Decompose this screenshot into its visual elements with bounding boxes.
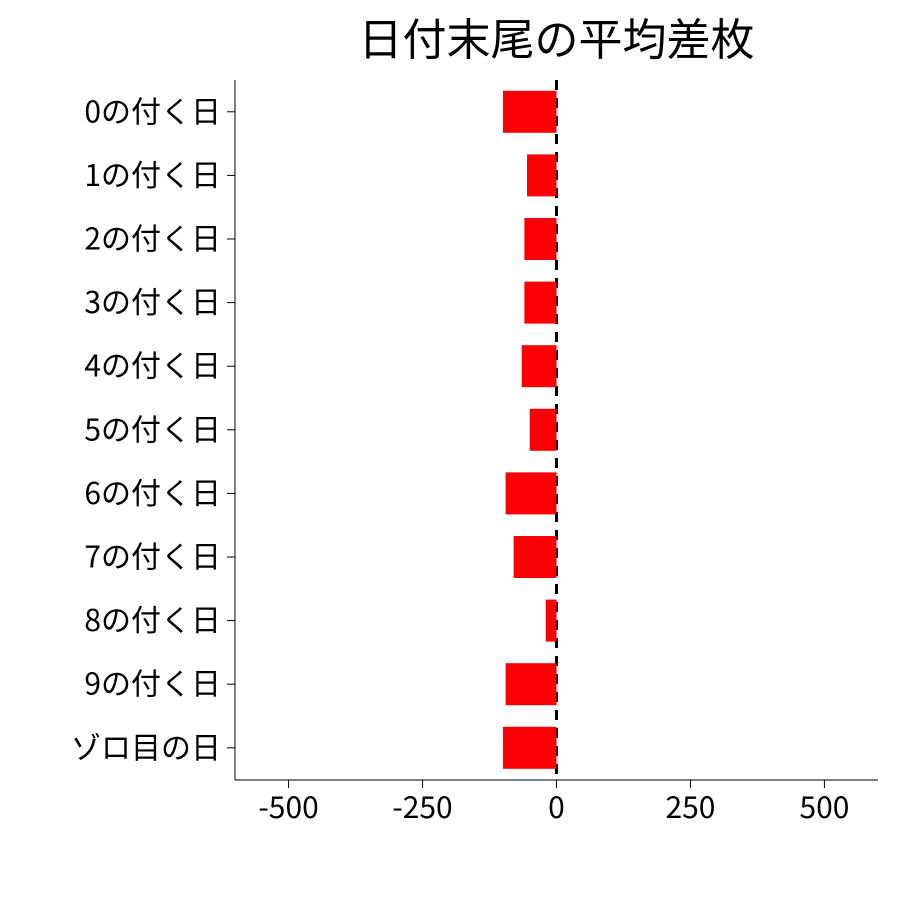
y-category-label: 9の付く日 [84, 660, 221, 704]
y-category-label: 7の付く日 [84, 533, 221, 577]
bar [506, 472, 557, 514]
bar [527, 154, 556, 196]
bar [524, 218, 556, 260]
y-category-label: 4の付く日 [84, 342, 221, 386]
x-tick-label: -250 [392, 783, 452, 827]
x-tick-label: -500 [258, 783, 318, 827]
chart-title: 日付末尾の平均差枚 [359, 4, 755, 68]
bar [503, 91, 557, 133]
bar [503, 727, 557, 769]
y-category-label: 1の付く日 [84, 151, 221, 195]
bar [522, 345, 557, 387]
y-category-label: 5の付く日 [84, 405, 221, 449]
x-tick-label: 0 [548, 783, 565, 827]
bar [514, 536, 557, 578]
x-tick-label: 500 [799, 783, 849, 827]
y-category-label: 0の付く日 [84, 87, 221, 131]
y-category-label: 3の付く日 [84, 278, 221, 322]
avg-diff-by-date-suffix-chart: 日付末尾の平均差枚 -500 -250 0 250 500 0の付く日 1の付く日 2の付く… [0, 0, 900, 900]
y-categories-group: 0の付く日 1の付く日 2の付く日 3の付く日 4の付く日 5の付く日 6の付く日 7の付く日… [71, 87, 235, 767]
y-category-label: 6の付く日 [84, 469, 221, 513]
bar [546, 600, 557, 642]
y-category-label: ゾロ目の日 [71, 723, 221, 767]
x-tick-label: 250 [665, 783, 715, 827]
y-category-label: 8の付く日 [84, 596, 221, 640]
bar [524, 282, 556, 324]
bars-group [503, 91, 557, 769]
x-ticks-group: -500 -250 0 250 500 [258, 780, 849, 827]
bar [530, 409, 557, 451]
bar [506, 663, 557, 705]
y-category-label: 2の付く日 [84, 215, 221, 259]
